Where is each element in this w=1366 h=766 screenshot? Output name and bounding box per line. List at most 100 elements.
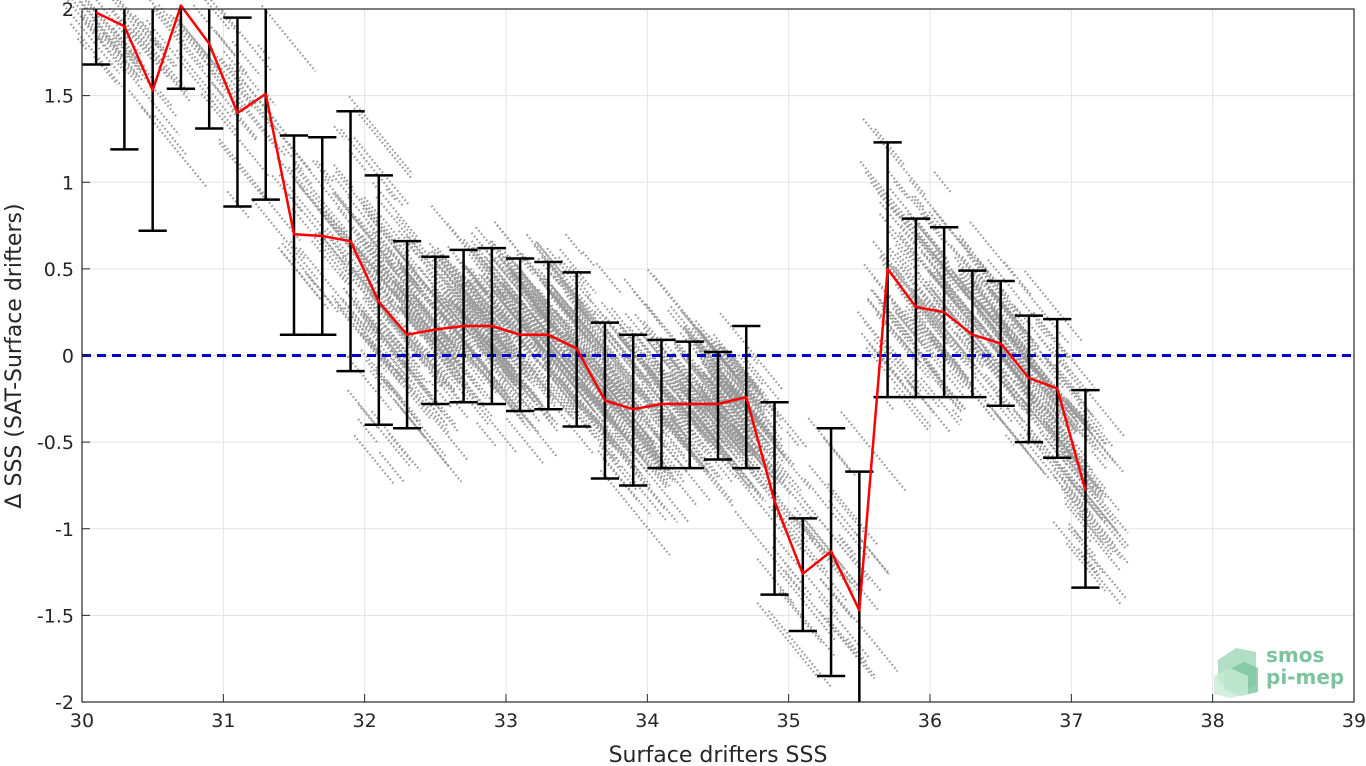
- scatter-point: [1058, 481, 1124, 561]
- scatter-point: [362, 297, 421, 369]
- scatter-point: [1020, 398, 1041, 421]
- scatter-point: [391, 358, 450, 428]
- scatter-point: [311, 240, 349, 286]
- scatter-point: [353, 107, 412, 179]
- scatter-point: [521, 252, 548, 285]
- scatter-point: [606, 330, 667, 404]
- scatter-point: [507, 348, 544, 393]
- scatter-point: [699, 391, 754, 458]
- scatter-point: [153, 6, 205, 69]
- scatter-point: [230, 109, 258, 143]
- scatter-point: [379, 246, 394, 263]
- x-tick-label: 33: [494, 710, 518, 732]
- scatter-point: [615, 356, 687, 444]
- scatter-point: [400, 267, 422, 294]
- scatter-point: [1081, 530, 1093, 544]
- scatter-point: [954, 256, 984, 293]
- scatter-point: [548, 284, 568, 308]
- scatter-point: [974, 376, 1014, 424]
- x-tick-label: 36: [918, 710, 942, 732]
- scatter-points: [62, 0, 1131, 688]
- scatter-point: [873, 277, 910, 322]
- scatter-point: [607, 364, 634, 396]
- scatter-point: [481, 302, 515, 343]
- scatter-point: [931, 305, 944, 319]
- scatter-point: [998, 377, 1020, 403]
- scatter-point: [1060, 451, 1129, 534]
- scatter-point: [483, 364, 540, 434]
- scatter-point: [725, 357, 768, 408]
- scatter-point: [697, 370, 746, 431]
- scatter-point: [493, 307, 559, 386]
- x-tick-label: 32: [353, 710, 377, 732]
- scatter-point: [620, 452, 679, 523]
- y-tick-label: 0.5: [44, 259, 74, 281]
- scatter-point: [766, 398, 809, 449]
- scatter-point: [598, 444, 638, 492]
- scatter-point: [406, 310, 425, 333]
- scatter-point: [980, 302, 1053, 390]
- scatter-point: [387, 300, 400, 315]
- scatter-point: [394, 370, 422, 403]
- scatter-point: [1052, 521, 1123, 606]
- scatter-point: [1038, 384, 1057, 406]
- scatter-point: [351, 215, 395, 267]
- scatter-point: [1003, 261, 1033, 296]
- scatter-point: [818, 596, 871, 660]
- scatter-point: [148, 0, 186, 44]
- scatter-point: [494, 276, 533, 323]
- scatter-point: [82, 16, 104, 42]
- scatter-point: [152, 38, 163, 52]
- y-tick-label: -1: [55, 519, 74, 541]
- scatter-point: [1061, 439, 1121, 512]
- scatter-point: [339, 273, 358, 295]
- scatter-point: [417, 313, 483, 393]
- scatter-point: [933, 171, 953, 195]
- scatter-point: [523, 314, 548, 344]
- scatter-point: [553, 322, 619, 402]
- scatter-point: [653, 432, 677, 461]
- scatter-point: [612, 356, 624, 370]
- scatter-point: [900, 224, 953, 288]
- scatter-point: [514, 353, 529, 371]
- scatter-point: [723, 395, 759, 439]
- scatter-point: [461, 281, 527, 360]
- scatter-point: [280, 250, 331, 311]
- scatter-point: [984, 373, 1052, 455]
- scatter-point: [448, 334, 499, 396]
- scatter-point: [1062, 466, 1131, 549]
- scatter-point: [602, 457, 638, 501]
- scatter-point: [502, 365, 516, 382]
- scatter-point: [1061, 488, 1114, 553]
- scatter-point: [372, 262, 417, 315]
- scatter-point: [877, 350, 905, 384]
- scatter-point: [389, 364, 412, 391]
- scatter-point: [682, 326, 703, 352]
- scatter-point: [1035, 322, 1050, 339]
- scatter-point: [510, 357, 533, 383]
- scatter-point: [408, 290, 437, 325]
- scatter-point: [362, 315, 410, 373]
- scatter-point: [887, 171, 921, 211]
- scatter-point: [544, 356, 554, 368]
- scatter-point: [1050, 388, 1079, 423]
- scatter-point: [737, 382, 759, 408]
- scatter-point: [379, 375, 419, 423]
- scatter-point: [438, 295, 496, 366]
- scatter-point: [578, 308, 590, 322]
- scatter-point: [855, 532, 891, 576]
- x-tick-label: 34: [635, 710, 659, 732]
- scatter-point: [1063, 496, 1113, 557]
- scatter-point: [411, 277, 475, 356]
- scatter-point: [465, 299, 513, 357]
- scatter-point: [912, 225, 967, 291]
- scatter-point: [886, 251, 952, 330]
- scatter-point: [76, 37, 89, 52]
- scatter-point: [786, 431, 800, 447]
- scatter-point: [967, 338, 1016, 397]
- scatter-point: [311, 233, 333, 259]
- y-tick-label: -0.5: [37, 432, 74, 454]
- scatter-point: [159, 90, 173, 107]
- scatter-point: [236, 63, 261, 92]
- scatter-point: [365, 297, 378, 312]
